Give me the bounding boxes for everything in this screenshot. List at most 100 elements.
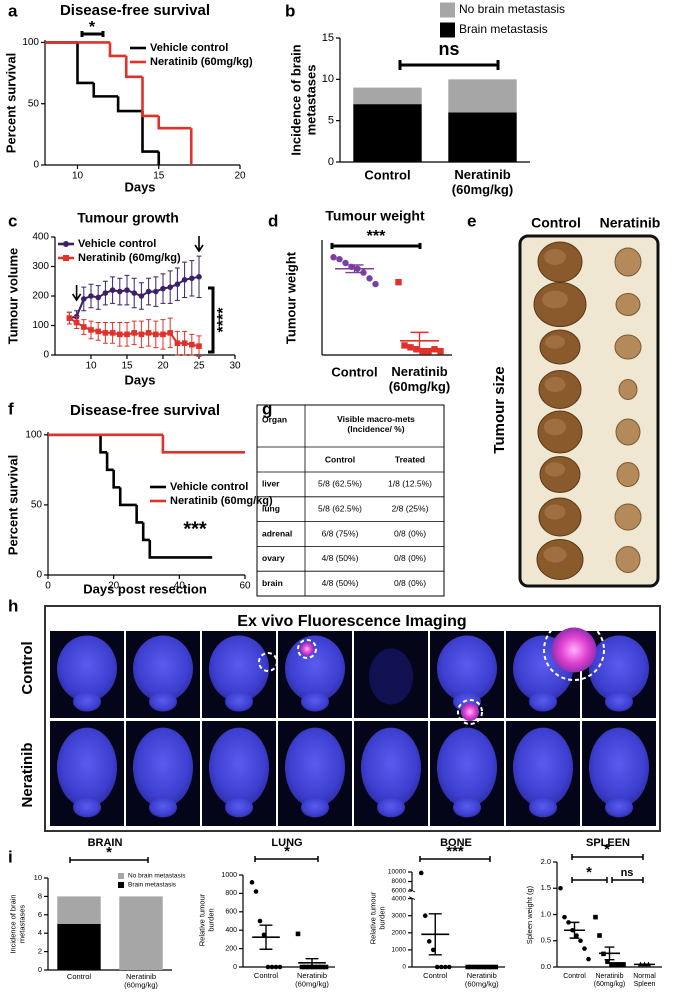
data-point [586,956,591,962]
significance-label: **** [215,307,232,333]
bar-segment [448,79,517,113]
x-tick-label: Control [364,167,410,182]
survival-step [141,76,159,118]
sem-bar [428,913,442,956]
imaging-row-label: Neratinib [19,742,36,807]
brain-stem [149,797,177,818]
tumour [615,293,641,316]
bar-segment [57,896,101,924]
data-point [323,964,329,970]
treatment-arrow [194,236,204,253]
data-point [273,964,279,970]
legend-label: Neratinib (60mg/kg) [150,56,253,68]
data-point [426,939,432,944]
data-point [261,932,267,938]
tumour [614,503,642,531]
data-point [181,276,188,283]
x-tick-label: 20 [157,361,169,372]
data-point [189,341,195,348]
y-tick-label: 10000 [388,869,406,876]
survival-step [76,42,94,85]
data-point [446,964,452,970]
table-cell: 1/8 (12.5%) [388,479,432,489]
x-tick-label: 25 [193,361,205,372]
y-tick-label: 600 [225,909,237,916]
significance-label: * [586,864,592,881]
data-point [566,920,571,925]
text-line: Relative tumour [369,891,378,944]
data-point [249,880,255,885]
data-point [605,959,610,965]
data-point [153,288,159,295]
chart-title: Tumour weight [325,208,425,224]
table-cell: 6/8 (75%) [322,528,359,538]
data-point [153,331,159,338]
panel-letter: a [8,1,18,20]
x-tick-label: Normal Spleen [633,973,656,988]
text-line: burden [206,908,215,931]
data-point [419,347,426,355]
x-tick-label: Neratinib (60mg/kg) [452,167,513,197]
significance-bracket [254,856,319,862]
chart-title: SPLEEN [586,837,630,849]
data-point [558,885,563,891]
text-line: Neratinib [391,364,447,379]
brain-stem [73,691,101,712]
chart-title: BRAIN [88,837,123,849]
significance-bracket [69,857,149,863]
significance-label: * [89,19,96,36]
data-point [431,346,438,353]
data-point [81,296,87,302]
survival-step [99,434,108,454]
data-point [277,964,283,970]
legend-label: No brain metastasis [128,873,186,880]
legend-swatch [118,873,124,879]
data-point [124,331,130,338]
survival-step [157,115,192,130]
significance-label: *** [367,228,386,245]
brain [285,727,345,808]
survival-step [124,55,143,79]
x-tick-label: Neratinib (60mg/kg) [465,971,499,989]
y-tick-label: 300 [32,261,49,272]
y-tick-label: 100 [32,320,49,331]
data-point [253,889,259,894]
significance-label: * [604,841,610,858]
y-tick-label: 1000 [221,872,237,879]
brain-stem [529,691,557,712]
brain [361,727,421,808]
sem-bar [569,921,580,939]
survival-step [108,42,127,58]
table-cell: 5/8 (62.5%) [318,503,362,513]
data-point [131,330,137,336]
y-axis-label: Spleen weight (g) [525,885,534,944]
x-axis-label: Days post resection [83,581,207,596]
data-point [562,914,567,920]
x-tick-label: Control [423,971,448,980]
y-tick-label: 1.5 [541,883,551,892]
y-tick-label: 8 [38,891,42,900]
brain [437,727,497,808]
data-point [422,913,428,918]
sem-bar [604,946,615,961]
data-point [109,330,116,336]
chart-title: LUNG [271,837,302,849]
legend-label: Neratinib (60mg/kg) [78,252,181,264]
photo-frame [518,234,660,588]
tumour-highlight [545,335,565,349]
data-point [319,964,325,970]
data-point [366,275,373,282]
data-point [88,293,94,299]
data-point [167,284,173,290]
table-header: Organ [262,414,287,424]
y-tick-label: 6 [38,910,42,919]
data-point [295,931,301,937]
brain [285,635,345,702]
legend-label: Vehicle control [150,42,228,54]
legend-swatch [440,22,455,38]
imaging-frame [44,605,661,832]
bar-segment [353,104,422,162]
panel-letter: g [262,399,272,418]
legend-label: Brain metastasis [459,22,548,36]
sem-bar [305,958,319,968]
